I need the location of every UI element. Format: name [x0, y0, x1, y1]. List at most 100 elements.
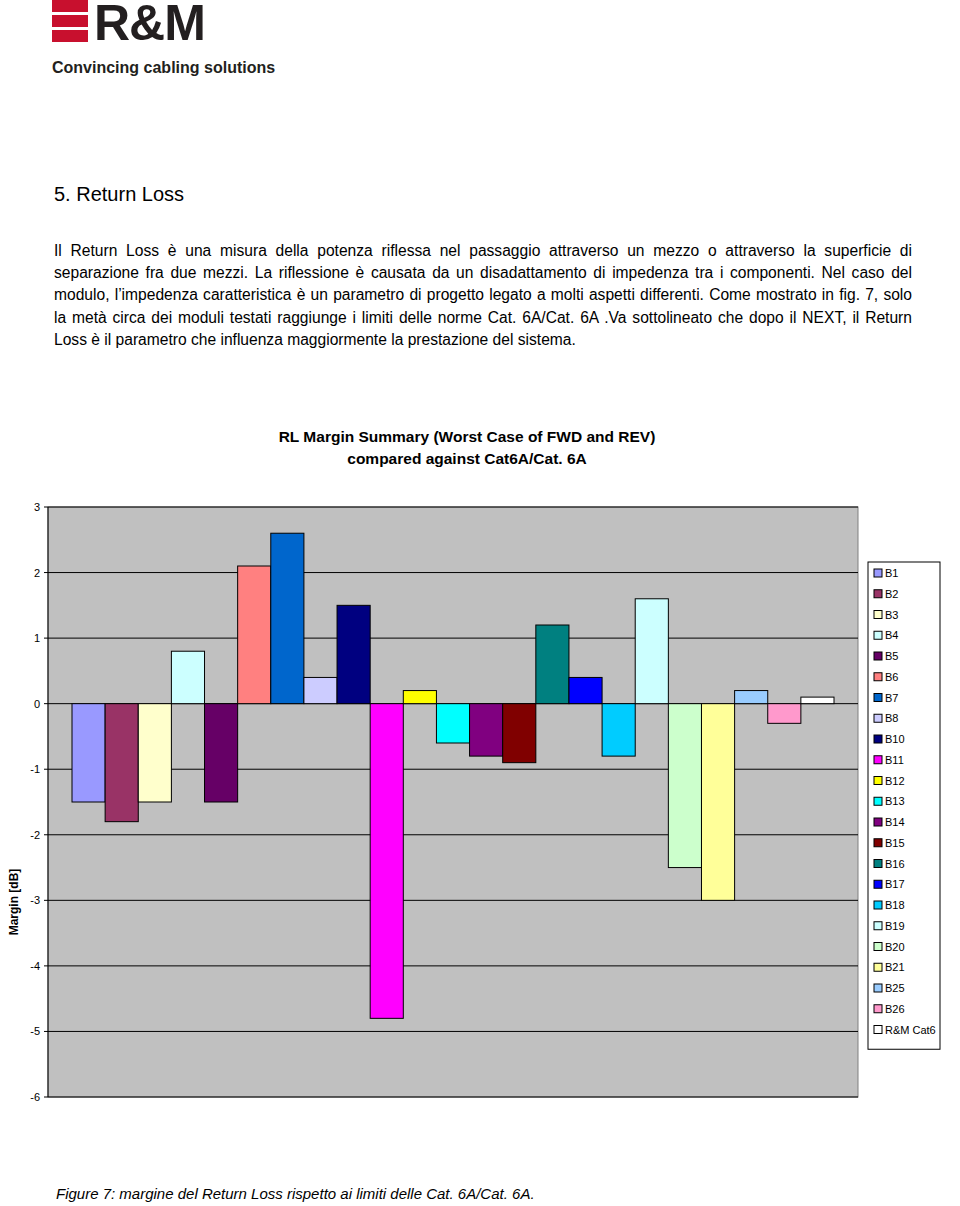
- legend-label: B25: [885, 982, 905, 994]
- legend-swatch: [874, 984, 882, 992]
- legend-swatch: [874, 860, 882, 868]
- legend-label: B5: [885, 650, 898, 662]
- legend-label: B2: [885, 588, 898, 600]
- grid-line: [48, 834, 858, 835]
- bar: [370, 704, 403, 1019]
- legend-swatch: [874, 880, 882, 888]
- tick-mark: [44, 638, 48, 639]
- bar: [768, 704, 801, 724]
- legend-label: B11: [885, 754, 904, 766]
- bar: [238, 566, 271, 704]
- tick-label: -1: [30, 763, 40, 775]
- legend-swatch: [874, 735, 882, 743]
- legend: [868, 562, 940, 1049]
- plot-area: [48, 507, 858, 1097]
- logo-bar: [52, 15, 88, 27]
- caption: Figure 7: margine del Return Loss rispet…: [56, 1185, 535, 1202]
- legend-swatch: [874, 922, 882, 930]
- bar: [205, 704, 238, 802]
- legend-label: B26: [885, 1003, 905, 1015]
- grid-line: [48, 900, 858, 901]
- bar: [171, 651, 204, 703]
- legend-label: B12: [885, 775, 905, 787]
- chart: RL Margin Summary (Worst Case of FWD and…: [0, 420, 960, 1120]
- logo-bar: [52, 0, 88, 12]
- grid-line: [48, 572, 858, 573]
- legend-label: B19: [885, 920, 905, 932]
- legend-label: B4: [885, 629, 898, 641]
- bar: [271, 533, 304, 703]
- legend-label: B14: [885, 816, 905, 828]
- bar: [403, 691, 436, 704]
- bars: [72, 533, 834, 1018]
- legend-swatch: [874, 797, 882, 805]
- bar: [635, 599, 668, 704]
- grid-line: [48, 1031, 858, 1032]
- legend-swatch: [874, 1026, 882, 1034]
- bar: [503, 704, 536, 763]
- legend-label: B3: [885, 609, 898, 621]
- legend-label: B8: [885, 712, 898, 724]
- bar: [72, 704, 105, 802]
- tick-label: -3: [30, 894, 40, 906]
- legend-label: B21: [885, 961, 905, 973]
- tick-label: 0: [34, 698, 40, 710]
- bar: [138, 704, 171, 802]
- legend-label: B16: [885, 858, 905, 870]
- paragraph: Il Return Loss è una misura della potenz…: [54, 240, 912, 351]
- bar: [701, 704, 734, 901]
- legend-swatch: [874, 694, 882, 702]
- y-axis-label: Margin [dB]: [7, 869, 21, 936]
- legend-swatch: [874, 839, 882, 847]
- tick-mark: [44, 900, 48, 901]
- legend-label: B6: [885, 671, 898, 683]
- legend-swatch: [874, 1005, 882, 1013]
- legend-label: R&M Cat6: [885, 1024, 936, 1036]
- legend-label: B17: [885, 878, 905, 890]
- tick-label: -6: [30, 1091, 40, 1103]
- tick-mark: [44, 1097, 48, 1098]
- tick-label: 3: [34, 501, 40, 513]
- legend-label: B13: [885, 795, 905, 807]
- tick-mark: [44, 703, 48, 704]
- legend-swatch: [874, 901, 882, 909]
- chart-subtitle: compared against Cat6A/Cat. 6A: [347, 450, 586, 467]
- tagline: Convincing cabling solutions: [52, 59, 275, 77]
- legend-swatch: [874, 631, 882, 639]
- tick-label: -5: [30, 1025, 40, 1037]
- bar: [668, 704, 701, 868]
- tick-mark: [44, 1031, 48, 1032]
- legend-label: B1: [885, 567, 898, 579]
- tick-label: 2: [34, 567, 40, 579]
- logo: R&M: [94, 0, 205, 52]
- grid-line: [48, 1097, 858, 1098]
- bar: [735, 691, 768, 704]
- legend-label: B18: [885, 899, 905, 911]
- legend-swatch: [874, 963, 882, 971]
- legend-swatch: [874, 714, 882, 722]
- tick-label: -4: [30, 960, 40, 972]
- section-title: 5. Return Loss: [54, 183, 184, 206]
- bar: [337, 605, 370, 703]
- logo-bar: [52, 30, 88, 42]
- legend-swatch: [874, 652, 882, 660]
- grid-line: [48, 638, 858, 639]
- legend-swatch: [874, 818, 882, 826]
- tick-mark: [44, 965, 48, 966]
- bar: [304, 677, 337, 703]
- tick-mark: [44, 572, 48, 573]
- chart-title: RL Margin Summary (Worst Case of FWD and…: [279, 428, 656, 445]
- grid-line: [48, 965, 858, 966]
- tick-mark: [44, 507, 48, 508]
- grid-line: [48, 507, 858, 508]
- bar: [105, 704, 138, 822]
- legend-swatch: [874, 673, 882, 681]
- tick-label: -2: [30, 829, 40, 841]
- legend-label: B20: [885, 941, 905, 953]
- bar: [602, 704, 635, 756]
- bar: [801, 697, 834, 704]
- tick-label: 1: [34, 632, 40, 644]
- tick-mark: [44, 834, 48, 835]
- legend-swatch: [874, 611, 882, 619]
- tick-mark: [44, 769, 48, 770]
